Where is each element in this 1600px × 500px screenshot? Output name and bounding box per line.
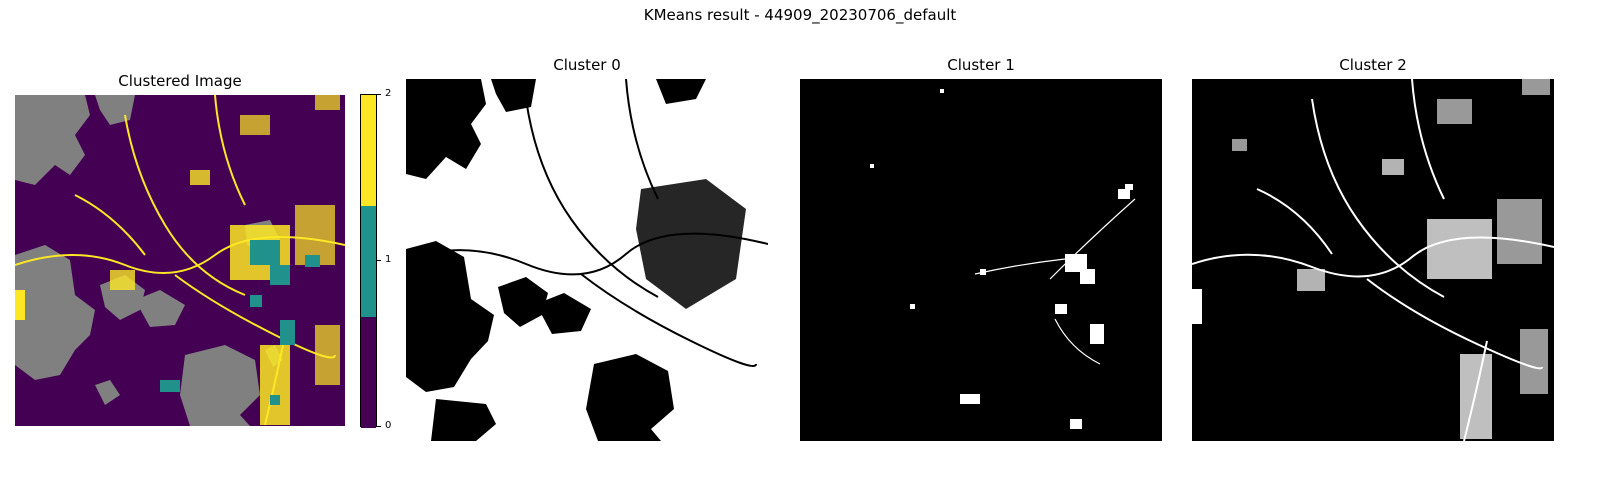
teal-patches [160,240,320,405]
figure-title: KMeans result - 44909_20230706_default [643,6,957,24]
colorbar [360,94,377,428]
colorbar-label-1: 1 [385,254,392,265]
clustered-image [15,95,345,426]
clustered-image-title: Clustered Image [118,72,242,90]
cluster-1-mask [800,79,1162,441]
cluster-0-mask [406,79,768,441]
cluster-1-title: Cluster 1 [947,56,1015,74]
colorbar-label-0: 0 [385,420,392,431]
nodata-regions [15,95,283,426]
cluster-2-mask [1192,79,1554,441]
colorbar-segment-2 [361,95,376,206]
colorbar-segment-0 [361,317,376,428]
colorbar-tick-0 [377,426,381,427]
colorbar-segment-1 [361,206,376,317]
colorbar-tick-1 [377,260,381,261]
colorbar-label-2: 2 [385,88,392,99]
colorbar-tick-2 [377,94,381,95]
cluster-0-title: Cluster 0 [553,56,621,74]
yellow-patches [15,95,340,425]
cluster-2-title: Cluster 2 [1339,56,1407,74]
